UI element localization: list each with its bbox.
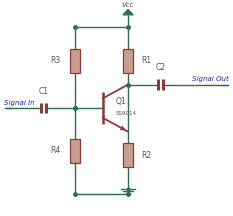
Text: Signal Out: Signal Out [192, 76, 229, 82]
Text: R3: R3 [51, 56, 61, 65]
Bar [123, 49, 133, 73]
Text: R1: R1 [141, 56, 151, 65]
Text: Q1: Q1 [115, 97, 126, 106]
Bar [70, 49, 80, 73]
Bar [70, 139, 80, 163]
Text: R2: R2 [141, 151, 151, 160]
Text: C1: C1 [38, 87, 48, 96]
Bar [123, 143, 133, 167]
Text: SS9014: SS9014 [115, 111, 136, 116]
Text: R4: R4 [51, 146, 61, 156]
Text: Vcc: Vcc [122, 2, 134, 8]
Polygon shape [123, 10, 133, 15]
Text: Signal In: Signal In [4, 100, 35, 106]
Text: C2: C2 [155, 64, 165, 73]
